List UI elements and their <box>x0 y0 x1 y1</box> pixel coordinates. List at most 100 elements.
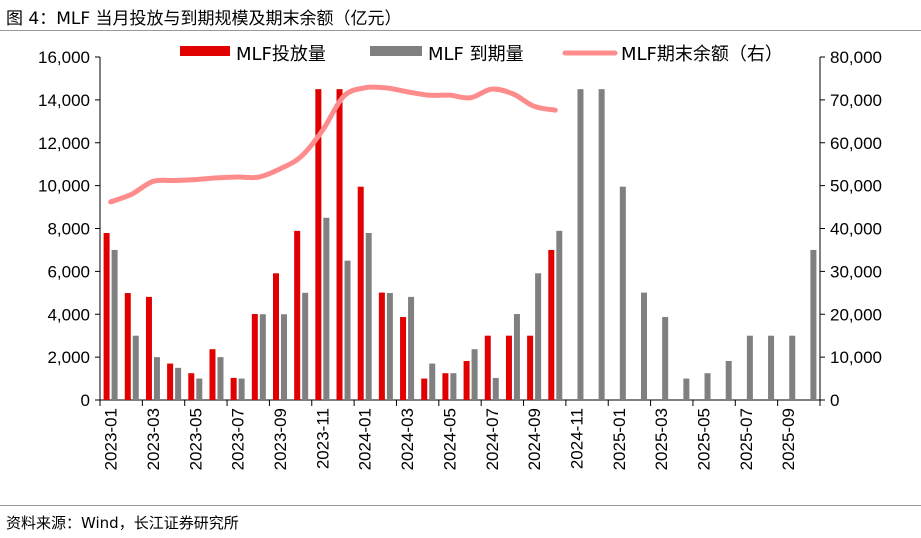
bar-mlf-maturity <box>810 249 817 400</box>
legend-label: MLF期末余额（右） <box>621 44 783 65</box>
x-tick-label: 2023-05 <box>186 408 205 470</box>
bar-mlf-issuance <box>463 360 470 400</box>
x-tick-label: 2023-03 <box>144 408 163 470</box>
right-tick-label: 40,000 <box>830 220 882 239</box>
legend-label: MLF投放量 <box>236 44 326 65</box>
bar-mlf-maturity <box>768 335 775 400</box>
right-tick-label: 80,000 <box>830 48 882 67</box>
left-tick-label: 0 <box>81 391 90 410</box>
left-tick-label: 12,000 <box>38 134 90 153</box>
x-tick-label: 2025-01 <box>610 408 629 470</box>
right-tick-label: 0 <box>830 391 839 410</box>
bar-mlf-maturity <box>725 360 732 400</box>
x-tick-label: 2024-11 <box>567 408 586 469</box>
bar-mlf-issuance <box>527 335 534 400</box>
bar-mlf-issuance <box>103 233 110 400</box>
right-tick-label: 20,000 <box>830 305 882 324</box>
bar-mlf-maturity <box>619 186 626 400</box>
x-tick-label: 2024-05 <box>440 408 459 470</box>
x-tick-label: 2025-05 <box>695 408 714 470</box>
x-tick-label: 2023-07 <box>229 408 248 470</box>
bar-mlf-issuance <box>167 363 174 400</box>
x-tick-label: 2024-03 <box>398 408 417 470</box>
bar-mlf-maturity <box>556 230 563 400</box>
left-tick-label: 14,000 <box>38 91 90 110</box>
legend-swatch <box>370 46 422 56</box>
bar-mlf-maturity <box>386 293 393 400</box>
x-tick-label: 2024-01 <box>356 408 375 470</box>
bar-mlf-issuance <box>315 89 322 400</box>
bar-mlf-maturity <box>323 217 330 400</box>
bar-mlf-maturity <box>175 367 182 400</box>
x-tick-label: 2025-07 <box>737 408 756 470</box>
bar-mlf-issuance <box>442 373 449 400</box>
bar-mlf-issuance <box>357 186 364 400</box>
line-mlf-balance <box>108 84 558 205</box>
right-tick-label: 10,000 <box>830 348 882 367</box>
legend-label: MLF 到期量 <box>428 44 524 65</box>
right-tick-label: 60,000 <box>830 134 882 153</box>
bar-mlf-issuance <box>505 335 512 400</box>
bar-mlf-maturity <box>259 314 266 400</box>
bar-mlf-maturity <box>217 357 224 400</box>
bar-mlf-maturity <box>577 89 584 400</box>
bar-mlf-maturity <box>132 335 139 400</box>
bar-mlf-issuance <box>421 378 428 400</box>
bar-mlf-maturity <box>111 249 118 400</box>
bar-mlf-maturity <box>535 273 542 400</box>
bar-mlf-issuance <box>294 230 301 400</box>
left-tick-label: 16,000 <box>38 48 90 67</box>
bar-mlf-issuance <box>251 314 258 400</box>
bar-mlf-maturity <box>302 292 309 400</box>
left-tick-label: 8,000 <box>47 220 90 239</box>
bar-mlf-maturity <box>196 378 203 400</box>
left-tick-label: 4,000 <box>47 305 90 324</box>
bar-mlf-maturity <box>789 335 796 400</box>
bar-mlf-issuance <box>273 273 279 400</box>
x-tick-label: 2023-09 <box>271 408 290 470</box>
left-tick-label: 2,000 <box>47 348 90 367</box>
x-tick-label: 2025-09 <box>779 408 798 470</box>
right-tick-label: 70,000 <box>830 91 882 110</box>
bar-mlf-maturity <box>344 260 351 400</box>
source-note: 资料来源：Wind，长江证券研究所 <box>6 514 239 532</box>
right-tick-label: 50,000 <box>830 177 882 196</box>
bar-mlf-maturity <box>513 314 520 400</box>
title-divider <box>0 30 921 31</box>
bar-mlf-issuance <box>124 293 131 400</box>
x-tick-label: 2024-07 <box>483 408 502 470</box>
bar-mlf-maturity <box>429 363 436 400</box>
bar-mlf-maturity <box>238 378 245 400</box>
bar-mlf-issuance <box>209 349 216 400</box>
bar-mlf-maturity <box>683 378 690 400</box>
left-tick-label: 6,000 <box>47 262 90 281</box>
bar-mlf-maturity <box>471 349 478 400</box>
x-tick-label: 2024-09 <box>525 408 544 470</box>
bar-mlf-maturity <box>704 373 711 400</box>
right-tick-label: 30,000 <box>830 262 882 281</box>
bar-mlf-issuance <box>378 292 385 400</box>
left-tick-label: 10,000 <box>38 177 90 196</box>
bar-mlf-issuance <box>400 317 407 400</box>
source-divider <box>0 505 921 506</box>
figure-title: 图 4：MLF 当月投放与到期规模及期末余额（亿元） <box>6 9 402 29</box>
bar-mlf-maturity <box>492 377 499 400</box>
bar-mlf-maturity <box>153 357 160 400</box>
x-tick-label: 2025-03 <box>652 408 671 470</box>
bar-mlf-maturity <box>450 373 457 400</box>
bar-mlf-maturity <box>408 296 415 400</box>
bar-mlf-issuance <box>188 373 195 400</box>
bar-mlf-maturity <box>365 233 372 400</box>
bar-mlf-maturity <box>641 292 647 400</box>
bar-mlf-maturity <box>746 335 753 400</box>
bar-mlf-issuance <box>548 249 555 400</box>
x-tick-label: 2023-01 <box>102 408 121 470</box>
bar-mlf-maturity <box>598 89 605 400</box>
bar-mlf-maturity <box>281 314 287 400</box>
bar-mlf-issuance <box>484 335 491 400</box>
bar-mlf-issuance <box>230 377 237 400</box>
x-tick-label: 2023-11 <box>313 408 332 469</box>
legend-swatch <box>180 46 230 56</box>
